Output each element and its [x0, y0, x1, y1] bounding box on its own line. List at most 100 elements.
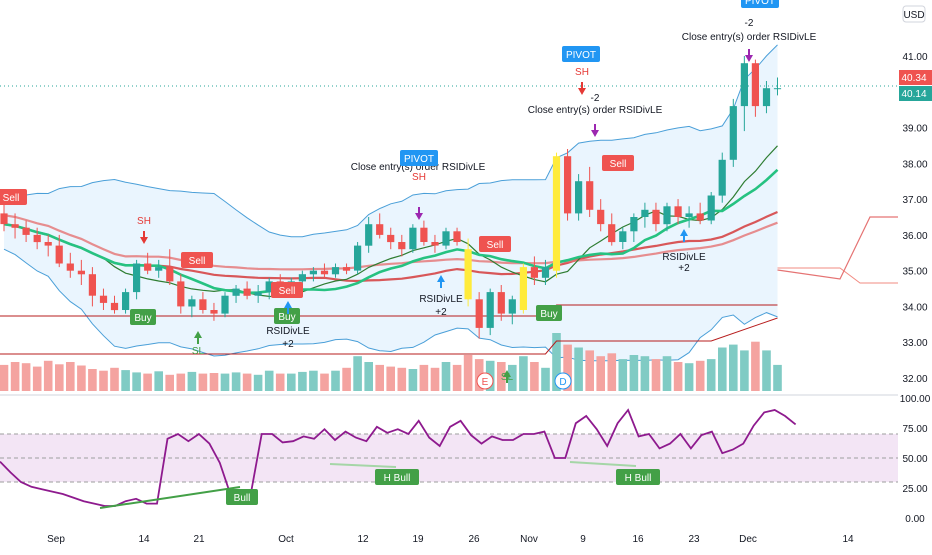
sell-badge: Sell	[602, 155, 634, 171]
volume-bar	[762, 350, 771, 391]
volume-bar	[596, 356, 605, 391]
rsi-tick-label: 50.00	[902, 454, 927, 465]
strategy-label: RSIDivLE	[419, 294, 463, 305]
sell-badge-label: Sell	[189, 256, 206, 267]
pivot-badge-label: PIVOT	[566, 50, 596, 61]
swing-high-arrow	[578, 82, 586, 95]
candle	[409, 224, 416, 253]
candle-body	[100, 296, 107, 303]
time-tick-label: 12	[357, 534, 369, 545]
time-tick-label: 14	[842, 534, 854, 545]
price-tick-label: 41.00	[902, 52, 927, 63]
candle-body	[343, 267, 350, 271]
volume-bar	[287, 374, 296, 391]
volume-bar	[232, 372, 241, 391]
candle-body	[597, 210, 604, 224]
price-tick-label: 36.00	[902, 231, 927, 242]
volume-bar	[121, 370, 130, 391]
buy-badge: Buy	[536, 305, 562, 321]
volume-bar	[453, 365, 462, 391]
candle-body	[509, 299, 516, 313]
divergence-badge-label: H Bull	[625, 473, 652, 484]
order-label: Close entry(s) order RSIDivLE	[682, 32, 817, 43]
candle-body	[487, 292, 494, 328]
candle	[730, 99, 737, 167]
candle-body	[630, 217, 637, 231]
volume-bar	[320, 374, 329, 391]
sell-badge-label: Sell	[487, 240, 504, 251]
candle-body	[719, 160, 726, 196]
candle-body	[354, 246, 361, 271]
volume-bar	[177, 374, 186, 391]
volume-bar	[298, 372, 307, 391]
candle-body	[553, 156, 560, 271]
candle-body	[708, 196, 715, 221]
volume-bar	[33, 367, 42, 391]
volume-bar	[375, 365, 384, 391]
price-tick-label: 32.00	[902, 374, 927, 385]
candle-body	[210, 310, 217, 314]
volume-bar	[331, 371, 340, 391]
volume-bar	[420, 365, 429, 391]
event-marker-label: D	[559, 377, 566, 388]
candle-body	[531, 267, 538, 278]
candle-body	[730, 106, 737, 160]
candle	[708, 192, 715, 224]
rsi-tick-label: 0.00	[905, 514, 925, 525]
volume-bar	[99, 371, 108, 391]
volume-bar	[66, 362, 75, 391]
volume-bar	[276, 374, 285, 391]
candle-body	[221, 296, 228, 314]
sell-badge: Sell	[479, 236, 511, 252]
volume-bar	[574, 348, 583, 392]
candle-body	[409, 228, 416, 250]
order-label: Close entry(s) order RSIDivLE	[528, 105, 663, 116]
strategy-label: +2	[435, 307, 447, 318]
volume-bar	[77, 366, 86, 392]
volume-bar	[608, 353, 617, 391]
volume-bar	[386, 367, 395, 391]
volume-bar	[165, 375, 174, 391]
pivot-badge-label: PIVOT	[404, 154, 434, 165]
time-tick-label: 14	[138, 534, 150, 545]
rsi-tick-label: 75.00	[902, 424, 927, 435]
price-tick-label: 37.00	[902, 195, 927, 206]
volume-bar	[199, 374, 208, 391]
volume-bar	[364, 362, 373, 391]
candle-body	[652, 210, 659, 224]
pivot-badge: PIVOT	[562, 46, 600, 62]
volume-bar	[110, 368, 119, 391]
time-tick-label: 9	[580, 534, 586, 545]
strategy-label: +2	[678, 263, 690, 274]
candle-body	[233, 289, 240, 296]
candle-body	[476, 299, 483, 328]
candle-body	[575, 181, 582, 213]
volume-bar	[685, 363, 694, 391]
volume-bar	[55, 364, 64, 391]
candle-body	[155, 267, 162, 271]
candle-body	[387, 235, 394, 242]
candle-body	[763, 88, 770, 106]
volume-bar	[442, 362, 451, 391]
volume-bar	[409, 369, 418, 391]
candle-body	[122, 292, 129, 310]
candle-body	[498, 292, 505, 314]
candle-body	[310, 271, 317, 275]
candle-body	[542, 267, 549, 278]
candle-body	[686, 213, 693, 217]
strategy-label: +2	[282, 339, 294, 350]
volume-bar	[729, 345, 738, 391]
candle-body	[23, 228, 30, 235]
candle	[122, 289, 129, 314]
candle-body	[78, 271, 85, 275]
candle-body	[166, 267, 173, 281]
secondary-price-tag: 40.14	[901, 89, 926, 100]
price-tick-label: 33.00	[902, 338, 927, 349]
candle-body	[398, 242, 405, 249]
candle-body	[332, 267, 339, 274]
candle-body	[453, 231, 460, 242]
volume-bar	[530, 362, 539, 391]
candle-body	[34, 235, 41, 242]
